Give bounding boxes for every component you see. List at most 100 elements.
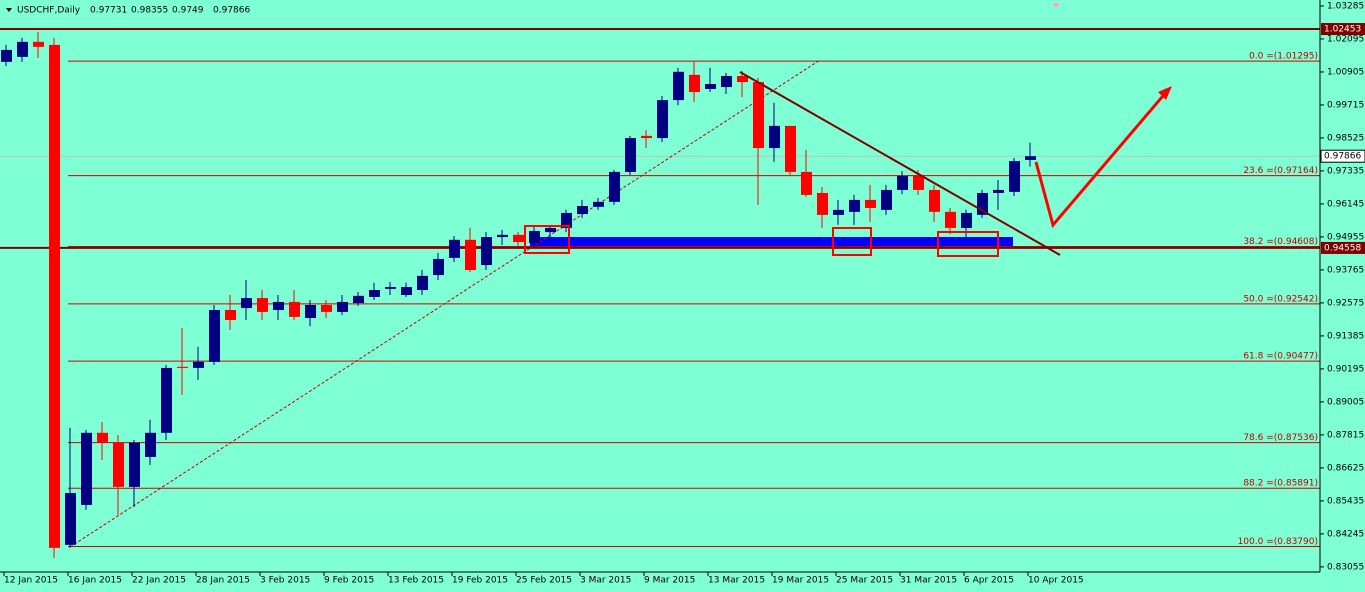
y-tick-label: 0.91385 (1327, 331, 1364, 341)
y-tick-label: 0.86625 (1327, 463, 1364, 473)
x-tick-label: 28 Jan 2015 (196, 576, 250, 586)
candle-body (561, 212, 572, 228)
candle-body (929, 189, 940, 212)
candle-body (673, 71, 684, 101)
x-tick-label: 9 Mar 2015 (644, 576, 695, 586)
candle-body (577, 206, 588, 215)
x-tick-label: 25 Feb 2015 (516, 576, 572, 586)
x-tick-label: 25 Mar 2015 (836, 576, 893, 586)
candle-body (881, 189, 892, 210)
candle-body (529, 230, 540, 243)
price-label-bg (1320, 149, 1365, 163)
y-tick-label: 0.89005 (1327, 397, 1364, 407)
candle-body (33, 41, 44, 47)
candle-body (225, 309, 236, 320)
x-tick-label: 13 Mar 2015 (708, 576, 765, 586)
x-tick-label: 19 Mar 2015 (772, 576, 829, 586)
candle-body (289, 301, 300, 317)
candle-body (689, 74, 700, 93)
fib-label: 38.2 =(0.94608) (1243, 237, 1318, 247)
candle-body (513, 234, 524, 243)
candle-body (737, 75, 748, 83)
y-tick-label: 0.85435 (1327, 496, 1364, 506)
candle-body (433, 258, 444, 276)
candle-body (721, 75, 732, 88)
candle-body (641, 135, 652, 139)
candle-body (593, 201, 604, 207)
level-label-bg (1321, 241, 1365, 254)
candle-body (337, 301, 348, 312)
candle-body (785, 125, 796, 172)
candle-body (1, 49, 12, 62)
candle-body (321, 304, 332, 312)
x-tick-label: 12 Jan 2015 (4, 576, 58, 586)
projection-arrow (1034, 89, 1170, 229)
highlight-box (832, 227, 872, 256)
candle-body (817, 192, 828, 215)
y-tick-label: 0.99715 (1327, 100, 1364, 110)
candle-body (17, 41, 28, 57)
candle-body (305, 304, 316, 319)
candle-body (865, 199, 876, 208)
candle-body (1009, 161, 1020, 192)
candle-body (961, 212, 972, 228)
ohlc-low: 0.9749 (172, 6, 204, 16)
support-zone (530, 237, 1013, 246)
candle-body (497, 234, 508, 238)
candle-body (209, 309, 220, 362)
candle-body (545, 227, 556, 233)
candle-body (161, 367, 172, 433)
fib-label: 100.0 =(0.83790) (1238, 537, 1318, 547)
trend-line (739, 71, 1061, 256)
x-tick-label: 22 Jan 2015 (132, 576, 186, 586)
y-tick-label: 0.90195 (1327, 364, 1364, 374)
y-tick-label: 0.93765 (1327, 265, 1364, 275)
fib-label: 50.0 =(0.92542) (1243, 294, 1318, 304)
candle-body (913, 174, 924, 190)
level-label: 1.02453 (1324, 25, 1361, 35)
candle-body (705, 84, 716, 90)
candle-body (81, 432, 92, 505)
y-tick-label: 0.98525 (1327, 133, 1364, 143)
highlight-box (937, 231, 999, 257)
candle-body (353, 295, 364, 304)
y-tick-label: 1.02095 (1327, 34, 1364, 44)
candle-body (753, 82, 764, 149)
price-label: 0.97866 (1324, 152, 1361, 162)
y-tick-label: 0.97335 (1327, 166, 1364, 176)
candle-body (129, 442, 140, 487)
y-tick-label: 1.00905 (1327, 67, 1364, 77)
candle-body (97, 432, 108, 443)
candle-body (401, 286, 412, 296)
x-tick-label: 31 Mar 2015 (900, 576, 957, 586)
marker (1052, 3, 1060, 8)
x-tick-label: 19 Feb 2015 (452, 576, 508, 586)
x-tick-label: 3 Mar 2015 (580, 576, 631, 586)
candle-body (65, 492, 76, 545)
x-tick-label: 9 Feb 2015 (324, 576, 374, 586)
y-tick-label: 0.84245 (1327, 529, 1364, 539)
candle-body (945, 211, 956, 228)
header-bg (0, 0, 330, 16)
y-tick-label: 0.87815 (1327, 430, 1364, 440)
candle-body (769, 125, 780, 149)
candle-body (193, 361, 204, 368)
chart-title: USDCHF,Daily (17, 6, 81, 16)
candle-body (977, 192, 988, 215)
candle-body (273, 301, 284, 310)
x-tick-label: 6 Apr 2015 (964, 576, 1014, 586)
candle-body (385, 286, 396, 289)
fib-anchor-line (69, 59, 821, 548)
level-label: 0.94558 (1324, 243, 1361, 253)
candle-body (145, 432, 156, 457)
x-tick-label: 3 Feb 2015 (260, 576, 310, 586)
fib-label: 61.8 =(0.90477) (1243, 352, 1318, 362)
highlight-box (524, 225, 570, 254)
fib-label: 23.6 =(0.97164) (1243, 166, 1318, 176)
y-tick-label: 0.92575 (1327, 298, 1364, 308)
candle-body (833, 209, 844, 215)
y-tick-label: 1.03285 (1327, 1, 1364, 11)
arrow-head (1158, 86, 1172, 100)
candle-body (113, 442, 124, 487)
y-tick-label: 0.96145 (1327, 199, 1364, 209)
